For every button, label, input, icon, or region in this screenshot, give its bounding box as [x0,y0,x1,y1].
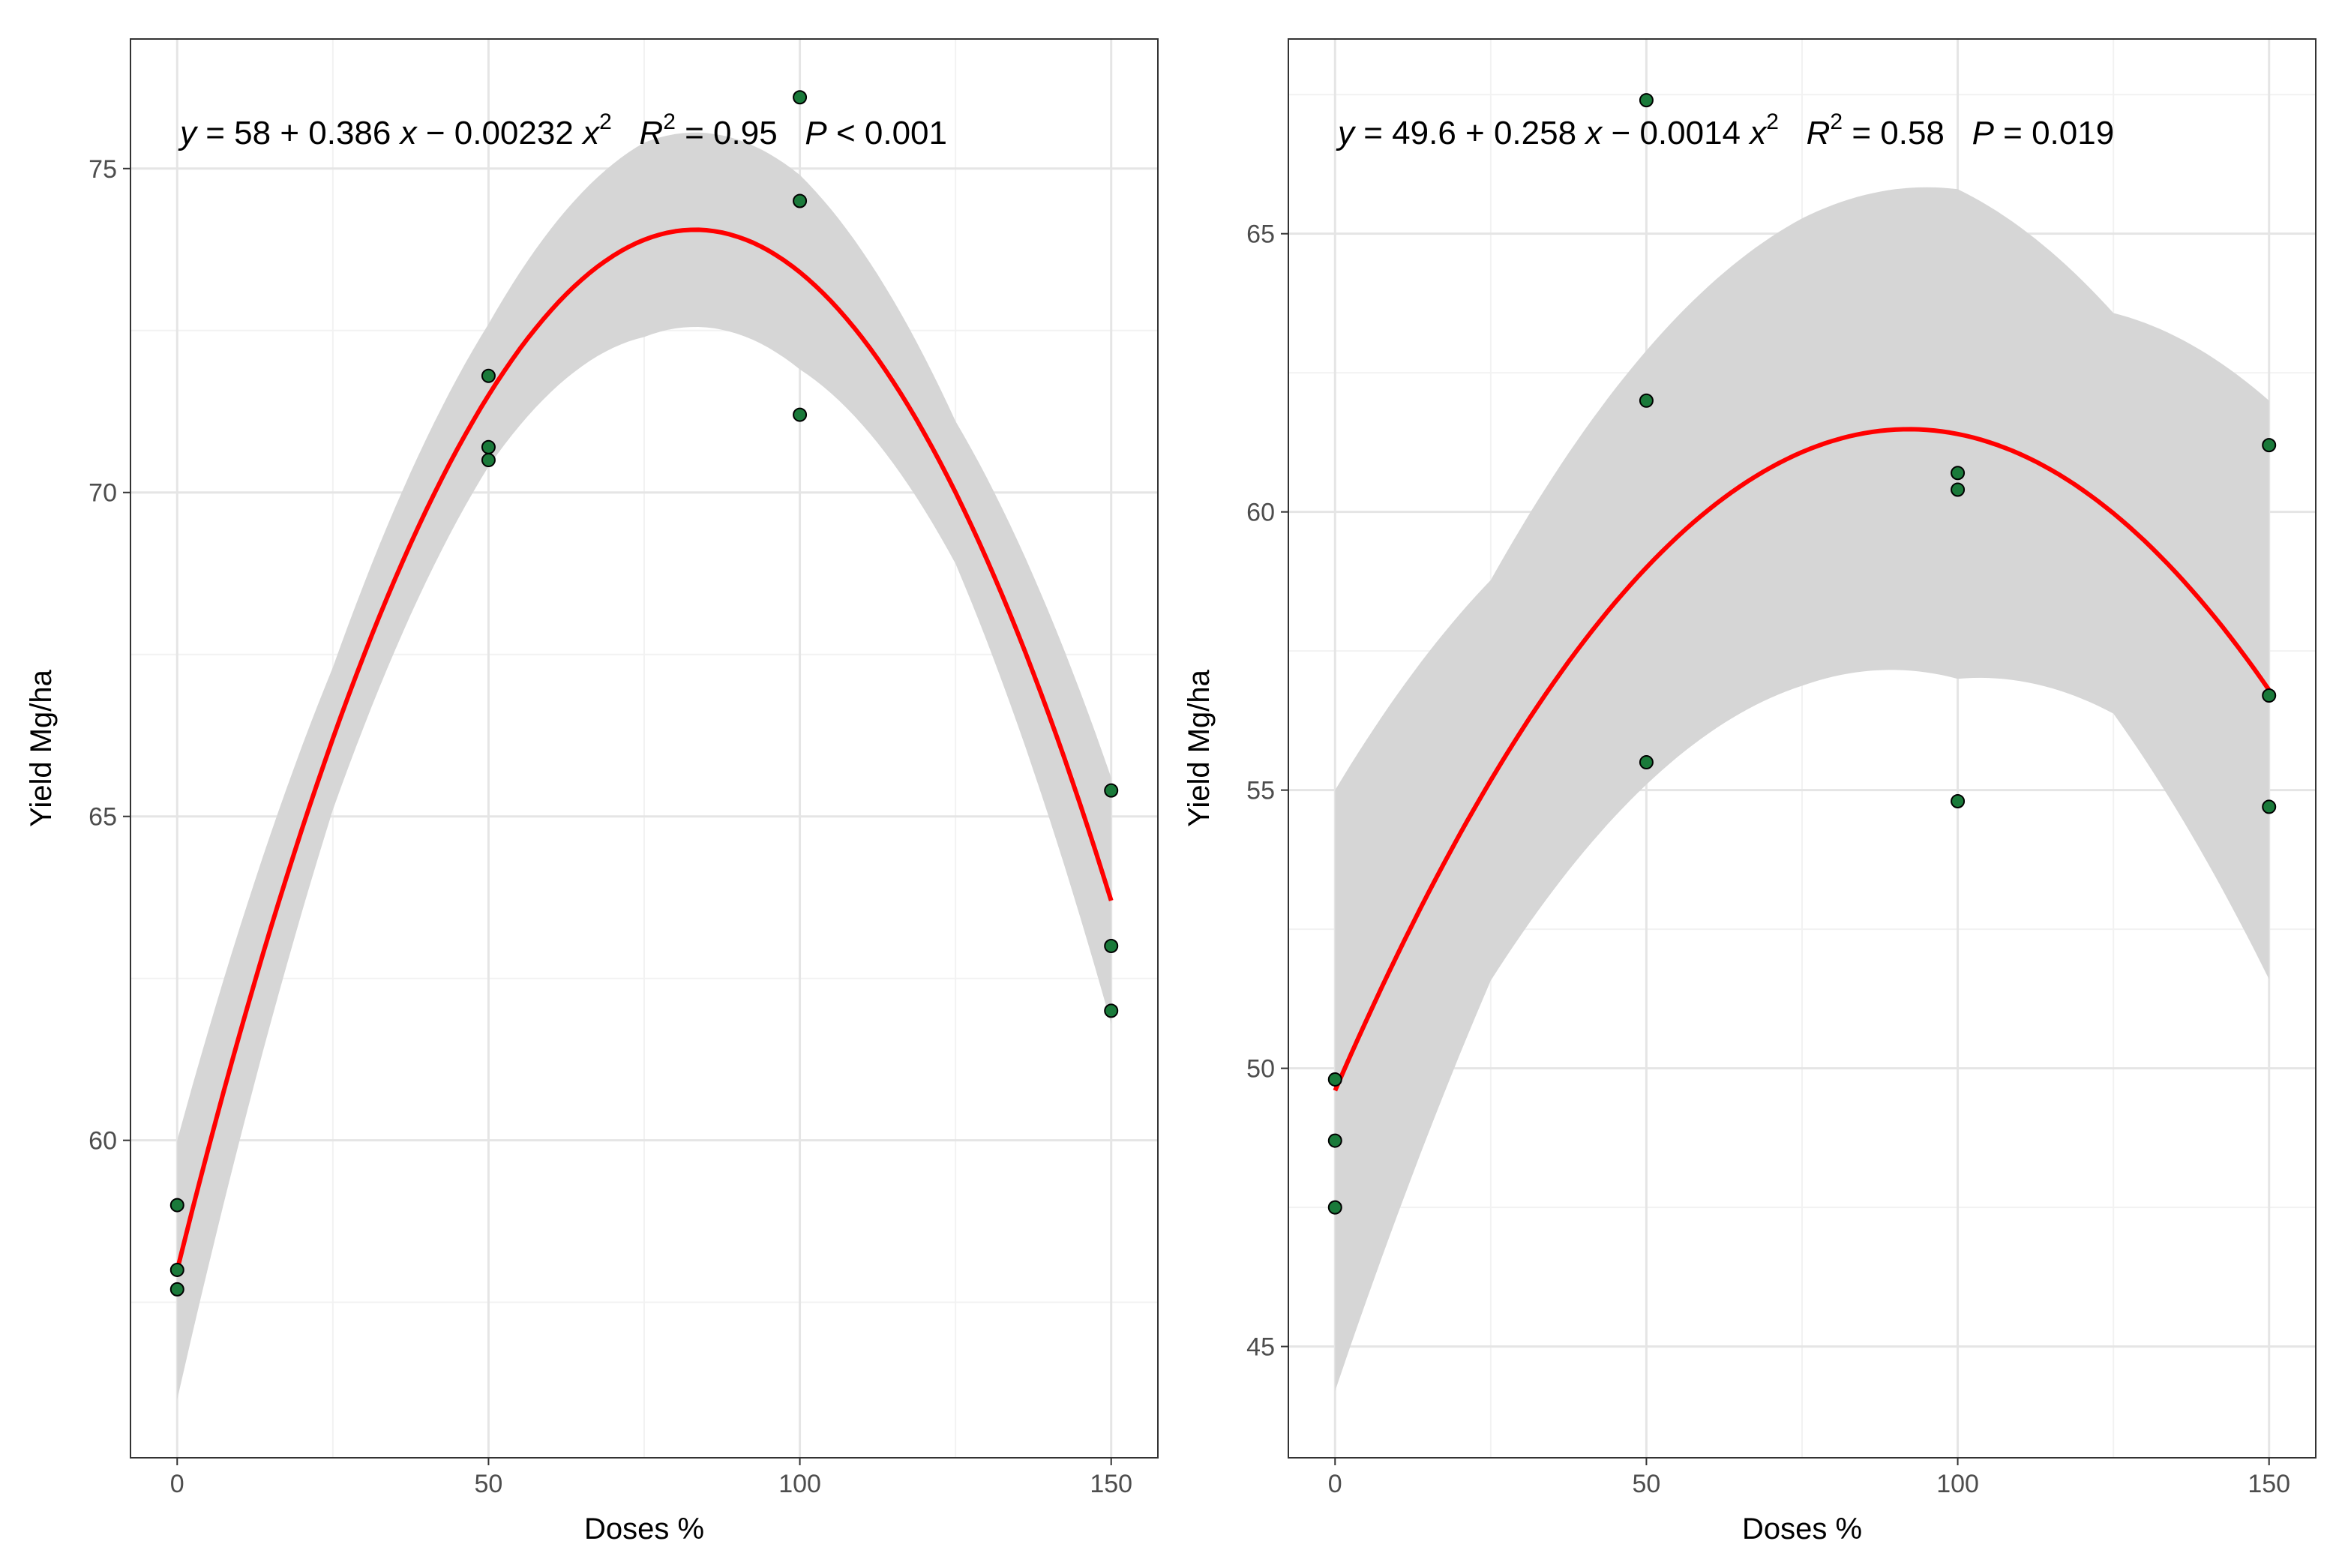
left-axis-ticks [123,167,1112,1465]
right-eq-plus: + [1456,115,1494,151]
left-panel: 0 50 100 150 60 65 70 75 y = 58 + 0.386 x − 0.0… [25,38,1159,1546]
left-equation-label: y = 58 + 0.386 x − 0.00232 x2 R2 = 0.95 … [178,109,947,151]
right-data-point-11 [2262,799,2277,814]
left-eq-r-value: = 0.95 [676,115,778,151]
left-y-axis-title: Yield Mg/ha [25,669,58,827]
right-x-tick-label-3: 150 [2248,1470,2290,1498]
right-y-tick-label-0: 45 [1246,1333,1275,1362]
left-eq-r: R [639,115,663,151]
left-x-tick-label-3: 150 [1090,1470,1132,1498]
right-data-point-8 [1951,793,1966,808]
left-fit-line [175,227,1114,1271]
left-data-point-6 [793,90,808,105]
right-eq-p: P [1972,115,1995,151]
right-eq-b1: 0.258 [1494,115,1576,151]
left-y-tick-label-1: 65 [88,803,117,832]
left-points [169,90,1119,1297]
left-data-point-4 [481,439,496,454]
left-data-point-8 [793,407,808,422]
right-y-axis-title: Yield Mg/ha [1183,669,1216,827]
right-eq-intercept: 49.6 [1392,115,1456,151]
right-eq-r-value: = 0.58 [1843,115,1945,151]
left-data-point-10 [1104,938,1119,953]
right-panel: 0 50 100 150 45 50 55 60 65 y = 49.6 + 0.258 x −… [1183,38,2317,1546]
right-data-point-10 [2262,688,2277,703]
right-confidence-band [1335,187,2269,1392]
right-data-point-6 [1951,466,1966,481]
left-data-point-5 [481,453,496,468]
left-eq-equals: = [196,115,234,151]
left-eq-p: P [805,115,827,151]
right-eq-x2-exponent: 2 [1766,109,1779,134]
right-x-tick-label-1: 50 [1633,1470,1661,1498]
left-tick-labels: 0 50 100 150 60 65 70 75 [88,155,1132,1498]
right-y-tick-label-4: 65 [1246,220,1275,249]
left-x-tick-label-2: 100 [778,1470,821,1498]
left-eq-y: y [178,115,199,151]
right-eq-r: R [1807,115,1831,151]
left-eq-minus: − [417,115,454,151]
right-data-point-7 [1951,482,1966,497]
left-data-point-1 [169,1262,184,1277]
left-data-point-11 [1104,1003,1119,1018]
left-y-tick-label-2: 70 [88,479,117,508]
left-eq-plus: + [271,115,308,151]
left-data-point-2 [169,1282,184,1297]
right-y-tick-label-3: 60 [1246,499,1275,527]
right-data-point-3 [1639,93,1654,108]
left-x-axis-title: Doses % [584,1513,704,1546]
right-eq-minus: − [1602,115,1639,151]
right-eq-b2: 0.0014 [1639,115,1741,151]
right-fit-line [1333,427,2272,1092]
left-eq-intercept: 58 [234,115,271,151]
right-y-tick-label-1: 50 [1246,1055,1275,1084]
left-data-point-9 [1104,783,1119,798]
right-eq-p-value: = 0.019 [1994,115,2114,151]
right-tick-labels: 0 50 100 150 45 50 55 60 65 [1246,220,2290,1498]
left-data-point-0 [169,1198,184,1213]
left-x-tick-label-1: 50 [475,1470,503,1498]
right-points [1327,93,2277,1215]
right-eq-y: y [1336,115,1357,151]
right-eq-x2: x [1748,115,1768,151]
left-panel-border [130,38,1159,1459]
right-eq-equals: = [1354,115,1392,151]
right-panel-border [1288,38,2317,1459]
right-equation-label: y = 49.6 + 0.258 x − 0.0014 x2 R2 = 0.58… [1336,109,2114,151]
right-eq-x: x [1584,115,1603,151]
right-axis-ticks [1281,232,2270,1465]
right-y-tick-label-2: 55 [1246,777,1275,805]
left-data-point-7 [793,193,808,208]
left-x-tick-label-0: 0 [170,1470,184,1498]
right-data-point-9 [2262,438,2277,453]
left-y-tick-label-3: 75 [88,155,117,184]
left-data-point-3 [481,368,496,383]
left-eq-b1: 0.386 [308,115,391,151]
left-y-tick-label-0: 60 [88,1127,117,1156]
left-eq-x2: x [581,115,601,151]
right-data-point-0 [1327,1072,1342,1087]
right-eq-r-exponent: 2 [1830,109,1843,134]
left-eq-r-exponent: 2 [663,109,676,134]
left-eq-x2-exponent: 2 [599,109,612,134]
right-x-axis-title: Doses % [1742,1513,1862,1546]
right-data-point-1 [1327,1133,1342,1148]
right-data-point-5 [1639,755,1654,770]
right-data-point-2 [1327,1200,1342,1215]
left-eq-x: x [399,115,418,151]
left-eq-p-value: < 0.001 [827,115,947,151]
right-data-point-4 [1639,393,1654,408]
left-eq-b2: 0.00232 [454,115,574,151]
right-x-tick-label-0: 0 [1328,1470,1342,1498]
right-x-tick-label-2: 100 [1936,1470,1979,1498]
